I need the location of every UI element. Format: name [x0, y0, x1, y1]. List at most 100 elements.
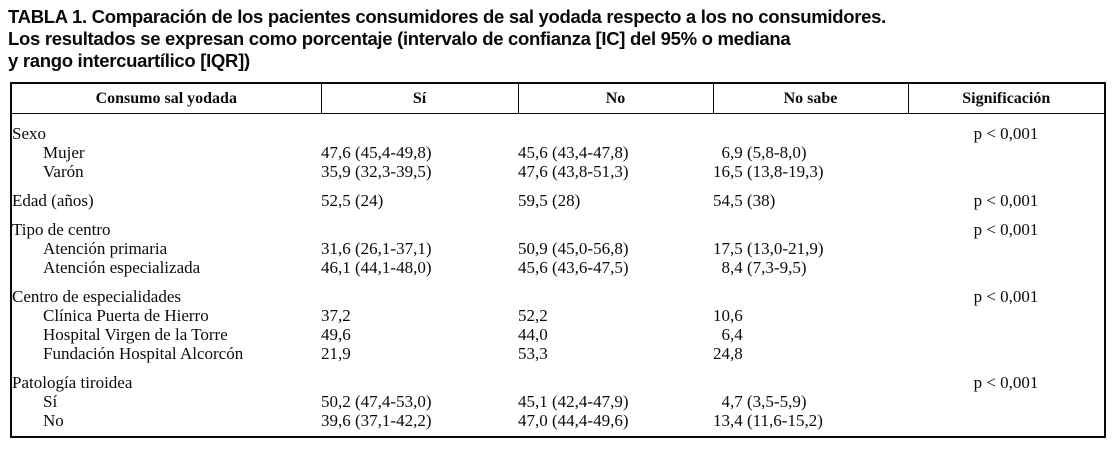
row-patologia-no: No 39,6 (37,1-42,2) 47,0 (44,4-49,6) 13,…	[11, 411, 1105, 437]
value-cell-no-sabe: 10,6	[713, 306, 743, 325]
row-label-cell: Fundación Hospital Alcorcón	[43, 344, 244, 363]
row-label-cell: Atención primaria	[43, 239, 168, 258]
row-label-cell: Sí	[43, 392, 58, 411]
row-atencion-especializada: Atención especializada 46,1 (44,1-48,0) …	[11, 258, 1105, 277]
row-atencion-primaria: Atención primaria 31,6 (26,1-37,1) 50,9 …	[11, 239, 1105, 258]
row-clinica-puerta-de-hierro: Clínica Puerta de Hierro 37,2 52,2 10,6	[11, 306, 1105, 325]
section-edad: Edad (años) 52,5 (24) 59,5 (28) 54,5 (38…	[11, 181, 1105, 210]
value-cell-no-sabe: 6,4	[713, 325, 743, 344]
value-cell-no-sabe: 6,9 (5,8-8,0)	[713, 143, 807, 162]
value-cell-no: 45,6 (43,6-47,5)	[518, 258, 629, 277]
value-cell-no-sabe	[713, 114, 908, 144]
significance-cell	[908, 325, 1105, 344]
row-tipo-de-centro: Tipo de centro p < 0,001	[11, 210, 1105, 239]
significance-cell	[908, 258, 1105, 277]
significance-cell	[908, 239, 1105, 258]
row-hospital-virgen-de-la-torre: Hospital Virgen de la Torre 49,6 44,0 6,…	[11, 325, 1105, 344]
value-cell-no	[518, 210, 713, 239]
column-header-significacion: Significación	[908, 83, 1105, 114]
value-cell-si	[321, 277, 518, 306]
value-cell-no	[518, 114, 713, 144]
value-cell-no-sabe	[713, 363, 908, 392]
value-cell-si: 47,6 (45,4-49,8)	[321, 143, 432, 162]
value-cell-no: 59,5 (28)	[518, 191, 581, 210]
table-title-line-3: y rango intercuartílico [IQR])	[8, 50, 250, 71]
row-label-cell: Sexo	[12, 124, 46, 143]
column-header-no-sabe: No sabe	[713, 83, 909, 114]
row-label-cell: Edad (años)	[12, 191, 94, 210]
value-cell-no-sabe: 17,5 (13,0-21,9)	[713, 239, 824, 258]
value-cell-si: 50,2 (47,4-53,0)	[321, 392, 432, 411]
significance-cell: p < 0,001	[973, 191, 1039, 210]
row-label-cell: Mujer	[43, 143, 85, 162]
significance-cell	[908, 143, 1105, 162]
column-header-consumo-sal-yodada: Consumo sal yodada	[11, 83, 322, 114]
value-cell-si	[321, 363, 518, 392]
value-cell-no: 45,6 (43,4-47,8)	[518, 143, 629, 162]
row-varon: Varón 35,9 (32,3-39,5) 47,6 (43,8-51,3) …	[11, 162, 1105, 181]
value-cell-si	[321, 114, 518, 144]
section-tipo-de-centro: Tipo de centro p < 0,001 Atención primar…	[11, 210, 1105, 277]
significance-cell	[908, 306, 1105, 325]
value-cell-no-sabe: 16,5 (13,8-19,3)	[713, 162, 824, 181]
row-label-cell: Varón	[43, 162, 84, 181]
value-cell-no	[518, 277, 713, 306]
value-cell-si	[321, 210, 518, 239]
section-centro-de-especialidades: Centro de especialidades p < 0,001 Clíni…	[11, 277, 1105, 363]
section-patologia-tiroidea: Patología tiroidea p < 0,001 Sí 50,2 (47…	[11, 363, 1105, 437]
value-cell-no	[518, 363, 713, 392]
section-sexo: Sexo p < 0,001 Mujer 47,6 (45,4-49,8) 45…	[11, 114, 1105, 181]
row-label-cell: Clínica Puerta de Hierro	[43, 306, 209, 325]
row-label-cell: Tipo de centro	[12, 220, 111, 239]
row-edad: Edad (años) 52,5 (24) 59,5 (28) 54,5 (38…	[11, 181, 1105, 210]
value-cell-no: 52,2	[518, 306, 548, 325]
value-cell-no-sabe	[713, 210, 908, 239]
value-cell-si: 31,6 (26,1-37,1)	[321, 239, 432, 258]
significance-cell	[908, 344, 1105, 363]
value-cell-si: 52,5 (24)	[321, 191, 384, 210]
value-cell-si: 37,2	[321, 306, 351, 325]
value-cell-no-sabe	[713, 277, 908, 306]
value-cell-no: 50,9 (45,0-56,8)	[518, 239, 629, 258]
value-cell-si: 46,1 (44,1-48,0)	[321, 258, 432, 277]
value-cell-no: 45,1 (42,4-47,9)	[518, 392, 629, 411]
row-fundacion-hospital-alcorcon: Fundación Hospital Alcorcón 21,9 53,3 24…	[11, 344, 1105, 363]
significance-cell: p < 0,001	[973, 373, 1039, 392]
data-table: Consumo sal yodada Sí No No sabe Signifi…	[10, 82, 1106, 438]
value-cell-no-sabe: 24,8	[713, 344, 743, 363]
row-label-cell: Patología tiroidea	[12, 373, 133, 392]
row-mujer: Mujer 47,6 (45,4-49,8) 45,6 (43,4-47,8) …	[11, 143, 1105, 162]
column-header-si: Sí	[321, 83, 519, 114]
value-cell-si: 49,6	[321, 325, 351, 344]
row-label-cell: No	[43, 411, 64, 430]
value-cell-no-sabe: 8,4 (7,3-9,5)	[713, 258, 807, 277]
value-cell-no-sabe: 4,7 (3,5-5,9)	[713, 392, 807, 411]
table-title: TABLA 1. Comparación de los pacientes co…	[8, 6, 886, 72]
row-sexo: Sexo p < 0,001	[11, 114, 1105, 144]
significance-cell: p < 0,001	[973, 124, 1039, 143]
value-cell-no-sabe: 54,5 (38)	[713, 191, 776, 210]
value-cell-si: 35,9 (32,3-39,5)	[321, 162, 432, 181]
row-label-cell: Atención especializada	[43, 258, 201, 277]
header-row: Consumo sal yodada Sí No No sabe Signifi…	[11, 83, 1105, 114]
significance-cell: p < 0,001	[973, 220, 1039, 239]
value-cell-no-sabe: 13,4 (11,6-15,2)	[713, 411, 823, 430]
significance-cell: p < 0,001	[973, 287, 1039, 306]
row-patologia-si: Sí 50,2 (47,4-53,0) 45,1 (42,4-47,9) 4,7…	[11, 392, 1105, 411]
value-cell-si: 21,9	[321, 344, 351, 363]
significance-cell	[908, 162, 1105, 181]
table-title-line-1: TABLA 1. Comparación de los pacientes co…	[8, 6, 886, 27]
row-label-cell: Hospital Virgen de la Torre	[43, 325, 228, 344]
row-patologia-tiroidea: Patología tiroidea p < 0,001	[11, 363, 1105, 392]
row-label-cell: Centro de especialidades	[12, 287, 181, 306]
table-title-line-2: Los resultados se expresan como porcenta…	[8, 28, 791, 49]
significance-cell	[908, 392, 1105, 411]
value-cell-si: 39,6 (37,1-42,2)	[321, 411, 432, 430]
value-cell-no: 44,0	[518, 325, 548, 344]
value-cell-no: 53,3	[518, 344, 548, 363]
value-cell-no: 47,0 (44,4-49,6)	[518, 411, 629, 430]
column-header-no: No	[518, 83, 714, 114]
significance-cell	[908, 411, 1105, 437]
value-cell-no: 47,6 (43,8-51,3)	[518, 162, 629, 181]
